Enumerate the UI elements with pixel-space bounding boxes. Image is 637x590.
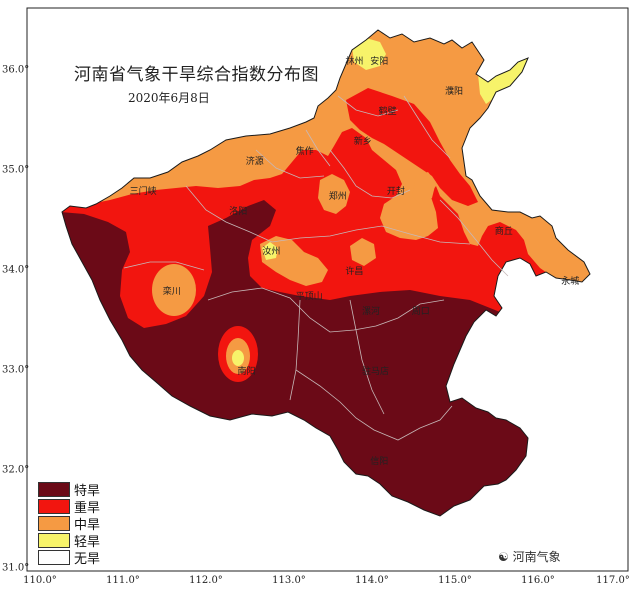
legend-label: 中旱 bbox=[74, 518, 101, 533]
watermark: ☯ 河南气象 bbox=[498, 548, 561, 565]
x-tick-label: 113.0° bbox=[272, 575, 306, 586]
watermark-icon: ☯ bbox=[498, 550, 513, 564]
legend-swatch bbox=[38, 533, 70, 548]
legend-label: 无旱 bbox=[74, 552, 101, 567]
city-label: 新乡 bbox=[353, 137, 372, 147]
y-tick-label: 31.0° bbox=[2, 562, 30, 574]
watermark-text: 河南气象 bbox=[512, 550, 561, 564]
city-label: 三门峡 bbox=[129, 187, 157, 197]
city-label: 栾川 bbox=[162, 287, 181, 297]
city-label: 许昌 bbox=[345, 267, 364, 277]
city-label: 安阳 bbox=[370, 57, 389, 67]
city-label: 平顶山 bbox=[295, 292, 323, 302]
city-label: 商丘 bbox=[494, 227, 513, 237]
y-tick-label: 34.0° bbox=[2, 264, 30, 276]
legend-item-light: 轻旱 bbox=[38, 532, 101, 550]
x-tick-label: 111.0° bbox=[106, 575, 140, 586]
y-tick-label: 32.0° bbox=[2, 464, 30, 476]
city-label: 南阳 bbox=[237, 367, 256, 377]
city-label: 焦作 bbox=[295, 147, 314, 157]
legend-item-moderate: 中旱 bbox=[38, 515, 101, 533]
city-label: 济源 bbox=[245, 157, 264, 167]
city-label: 汝州 bbox=[262, 247, 281, 257]
x-tick-label: 116.0° bbox=[521, 575, 555, 586]
legend-label: 重旱 bbox=[74, 501, 101, 516]
legend-item-extreme: 特旱 bbox=[38, 481, 101, 499]
legend-label: 特旱 bbox=[74, 484, 101, 499]
legend-swatch bbox=[38, 499, 70, 514]
legend-item-severe: 重旱 bbox=[38, 498, 101, 516]
legend-item-none: 无旱 bbox=[38, 549, 101, 567]
city-label: 漯河 bbox=[362, 307, 381, 317]
y-tick-label: 36.0° bbox=[2, 64, 30, 76]
x-tick-label: 110.0° bbox=[23, 575, 57, 586]
x-tick-label: 114.0° bbox=[355, 575, 389, 586]
map-title: 河南省气象干旱综合指数分布图 bbox=[74, 65, 319, 85]
legend: 特旱 重旱 中旱 轻旱 无旱 bbox=[38, 481, 101, 567]
x-tick-label: 117.0° bbox=[596, 575, 630, 586]
y-tick-label: 35.0° bbox=[2, 164, 30, 176]
city-label: 开封 bbox=[386, 187, 405, 197]
city-label: 周口 bbox=[411, 307, 430, 317]
city-label: 林州 bbox=[345, 57, 364, 67]
city-label: 鹤壁 bbox=[378, 107, 397, 117]
city-label: 濮阳 bbox=[445, 87, 464, 97]
legend-label: 轻旱 bbox=[74, 535, 101, 550]
y-tick-label: 33.0° bbox=[2, 364, 30, 376]
city-label: 洛阳 bbox=[229, 207, 248, 217]
city-label: 驻马店 bbox=[362, 367, 390, 377]
city-label: 信阳 bbox=[370, 457, 389, 467]
legend-swatch bbox=[38, 550, 70, 565]
x-tick-label: 112.0° bbox=[189, 575, 223, 586]
city-label: 郑州 bbox=[328, 192, 347, 202]
legend-swatch bbox=[38, 516, 70, 531]
x-tick-label: 115.0° bbox=[438, 575, 472, 586]
map-date: 2020年6月8日 bbox=[128, 91, 210, 105]
city-label: 永城 bbox=[561, 277, 580, 287]
legend-swatch bbox=[38, 482, 70, 497]
